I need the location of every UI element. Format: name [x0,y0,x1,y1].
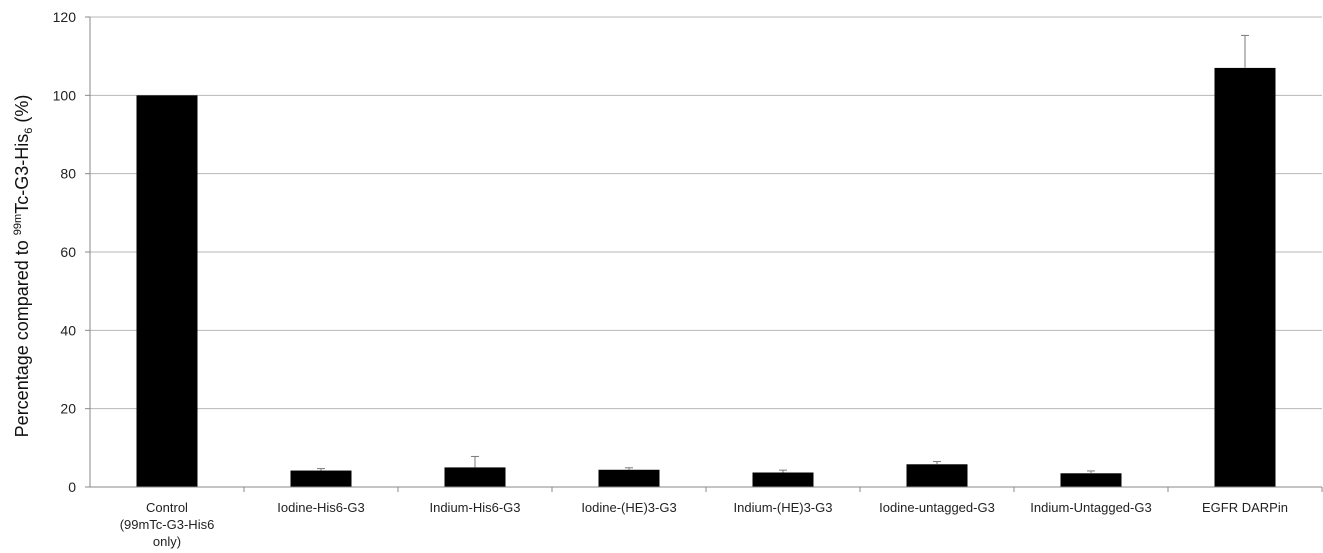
x-axis-categories: Control (99mTc-G3-His6 only) Iodine-His6-G3… [120,487,1323,549]
y-tick-label: 100 [53,87,77,103]
y-tick-label: 40 [60,322,76,338]
bars [136,67,1276,488]
error-bars [317,34,1249,474]
x-tick-label: Control (99mTc-G3-His6 only) [120,500,215,549]
x-tick-label: Iodine-(HE)3-G3 [581,500,676,515]
x-tick-label: EGFR DARPin [1202,500,1288,515]
bar [1060,473,1122,487]
y-axis-ticks: 0 20 40 60 80 100 120 [53,9,91,495]
bar [598,469,660,487]
y-tick-label: 80 [60,166,76,182]
x-tick-label: Indium-His6-G3 [429,500,520,515]
y-tick-label: 0 [68,479,76,495]
y-axis-label: Percentage compared to 99mTc-G3-His6 (%) [12,95,35,438]
x-tick-label: Indium-(HE)3-G3 [734,500,833,515]
bar [906,464,968,487]
bar [752,472,814,487]
y-tick-label: 120 [53,9,77,25]
y-tick-label: 60 [60,244,76,260]
bar [136,95,198,487]
gridlines [90,16,1322,410]
bar [444,467,506,487]
x-tick-label: Iodine-untagged-G3 [879,500,995,515]
bar [290,470,352,487]
x-tick-label: Iodine-His6-G3 [277,500,364,515]
x-tick-label: Indium-Untagged-G3 [1030,500,1151,515]
bar [1214,67,1276,488]
y-tick-label: 20 [60,401,76,417]
